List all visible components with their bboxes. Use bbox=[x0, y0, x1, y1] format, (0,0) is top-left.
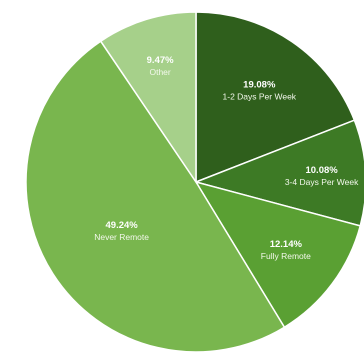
slice-category-label: 3-4 Days Per Week bbox=[285, 177, 359, 187]
slice-percent-label: 12.14% bbox=[270, 239, 303, 250]
slice-percent-label: 10.08% bbox=[305, 165, 338, 176]
pie-slice bbox=[193, 119, 364, 227]
slice-category-label: Never Remote bbox=[94, 232, 149, 242]
slice-percent-label: 19.08% bbox=[243, 79, 276, 90]
pie-slice bbox=[99, 11, 197, 185]
pie-slice bbox=[194, 180, 362, 329]
pie-slice bbox=[195, 11, 356, 184]
slice-percent-label: 9.47% bbox=[147, 55, 174, 66]
slice-category-label: 1-2 Days Per Week bbox=[223, 91, 297, 101]
pie-slice bbox=[25, 40, 286, 353]
slice-category-label: Other bbox=[149, 67, 170, 77]
slice-category-label: Fully Remote bbox=[261, 251, 311, 261]
slice-percent-label: 49.24% bbox=[106, 220, 139, 231]
